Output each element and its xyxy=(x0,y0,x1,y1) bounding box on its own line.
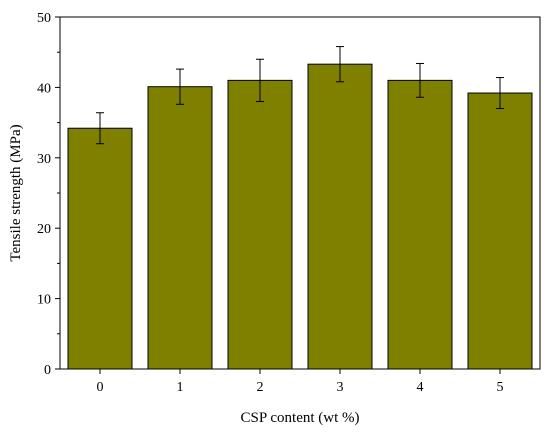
x-tick-label-3: 3 xyxy=(337,380,344,395)
y-tick-label-0: 0 xyxy=(44,363,51,378)
bars-group xyxy=(67,63,533,370)
y-tick-label-30: 30 xyxy=(37,152,51,167)
y-tick-label-50: 50 xyxy=(37,11,51,26)
y-tick-label-40: 40 xyxy=(37,81,51,96)
x-tick-label-2: 2 xyxy=(257,380,264,395)
y-axis-ticks: 0 10 20 30 40 50 xyxy=(37,11,60,378)
bar-0 xyxy=(67,127,133,370)
bar-2 xyxy=(227,79,293,370)
x-tick-label-5: 5 xyxy=(497,380,504,395)
bar-1 xyxy=(147,86,213,370)
x-tick-label-4: 4 xyxy=(417,380,424,395)
bar-5 xyxy=(467,92,533,370)
x-axis-title: CSP content (wt %) xyxy=(240,410,359,426)
y-tick-label-10: 10 xyxy=(37,293,51,308)
x-tick-label-1: 1 xyxy=(177,380,184,395)
error-bars-group xyxy=(96,46,504,145)
bar-4 xyxy=(387,79,453,370)
y-tick-label-20: 20 xyxy=(37,222,51,237)
x-axis-ticks: 0 1 2 3 4 5 xyxy=(97,369,504,395)
x-tick-label-0: 0 xyxy=(97,380,104,395)
y-axis-title: Tensile strength (MPa) xyxy=(8,124,24,261)
bar-3 xyxy=(307,63,373,370)
